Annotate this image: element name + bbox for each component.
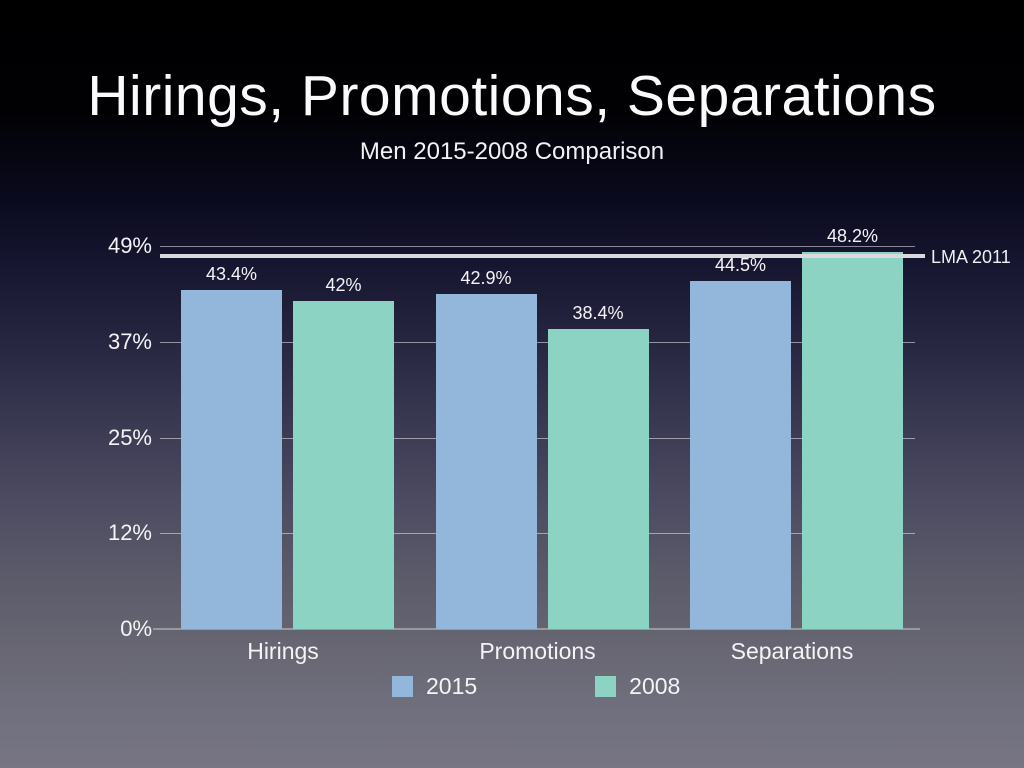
slide-title: Hirings, Promotions, Separations	[87, 64, 937, 128]
bar-value-label: 44.5%	[714, 255, 767, 276]
bar-value-label: 43.4%	[205, 263, 258, 284]
chart-legend: 2015 2008	[392, 674, 680, 698]
bar-promotions-2015	[435, 293, 537, 629]
gridline	[160, 341, 915, 343]
plot-area: 43.4% 42% 42.9% 38.4% 44.5% 48.2%	[153, 226, 920, 630]
bar-separations-2015	[690, 281, 791, 629]
y-tick-label: 37%	[107, 328, 152, 354]
legend-label: 2015	[426, 673, 478, 699]
y-tick-label: 12%	[107, 520, 152, 546]
category-label-separations: Separations	[730, 638, 854, 664]
slide-subtitle: Men 2015-2008 Comparison	[359, 138, 665, 165]
legend-item-2015: 2015	[392, 674, 477, 698]
reference-line	[160, 254, 925, 259]
legend-label: 2008	[629, 673, 681, 699]
bar-hirings-2008	[293, 300, 394, 629]
bar-promotions-2008	[547, 328, 649, 629]
bar-separations-2008	[802, 252, 903, 629]
legend-swatch-2008	[595, 675, 617, 697]
bar-value-label: 42%	[325, 274, 362, 295]
bar-value-label: 48.2%	[826, 226, 879, 247]
y-tick-label: 49%	[107, 233, 152, 258]
legend-swatch-2015	[392, 675, 413, 697]
category-label-promotions: Promotions	[479, 638, 596, 664]
x-axis-line	[153, 628, 920, 630]
gridline	[160, 246, 915, 247]
y-tick-label: 25%	[107, 424, 152, 450]
y-tick-label: 0%	[120, 616, 152, 641]
reference-line-label: LMA 2011	[931, 247, 1011, 268]
bar-value-label: 42.9%	[460, 267, 512, 288]
category-label-hirings: Hirings	[247, 638, 319, 664]
gridline	[160, 533, 915, 535]
bar-value-label: 38.4%	[572, 302, 624, 323]
gridline	[160, 437, 915, 439]
legend-item-2008: 2008	[595, 674, 680, 698]
bar-hirings-2015	[181, 289, 282, 629]
